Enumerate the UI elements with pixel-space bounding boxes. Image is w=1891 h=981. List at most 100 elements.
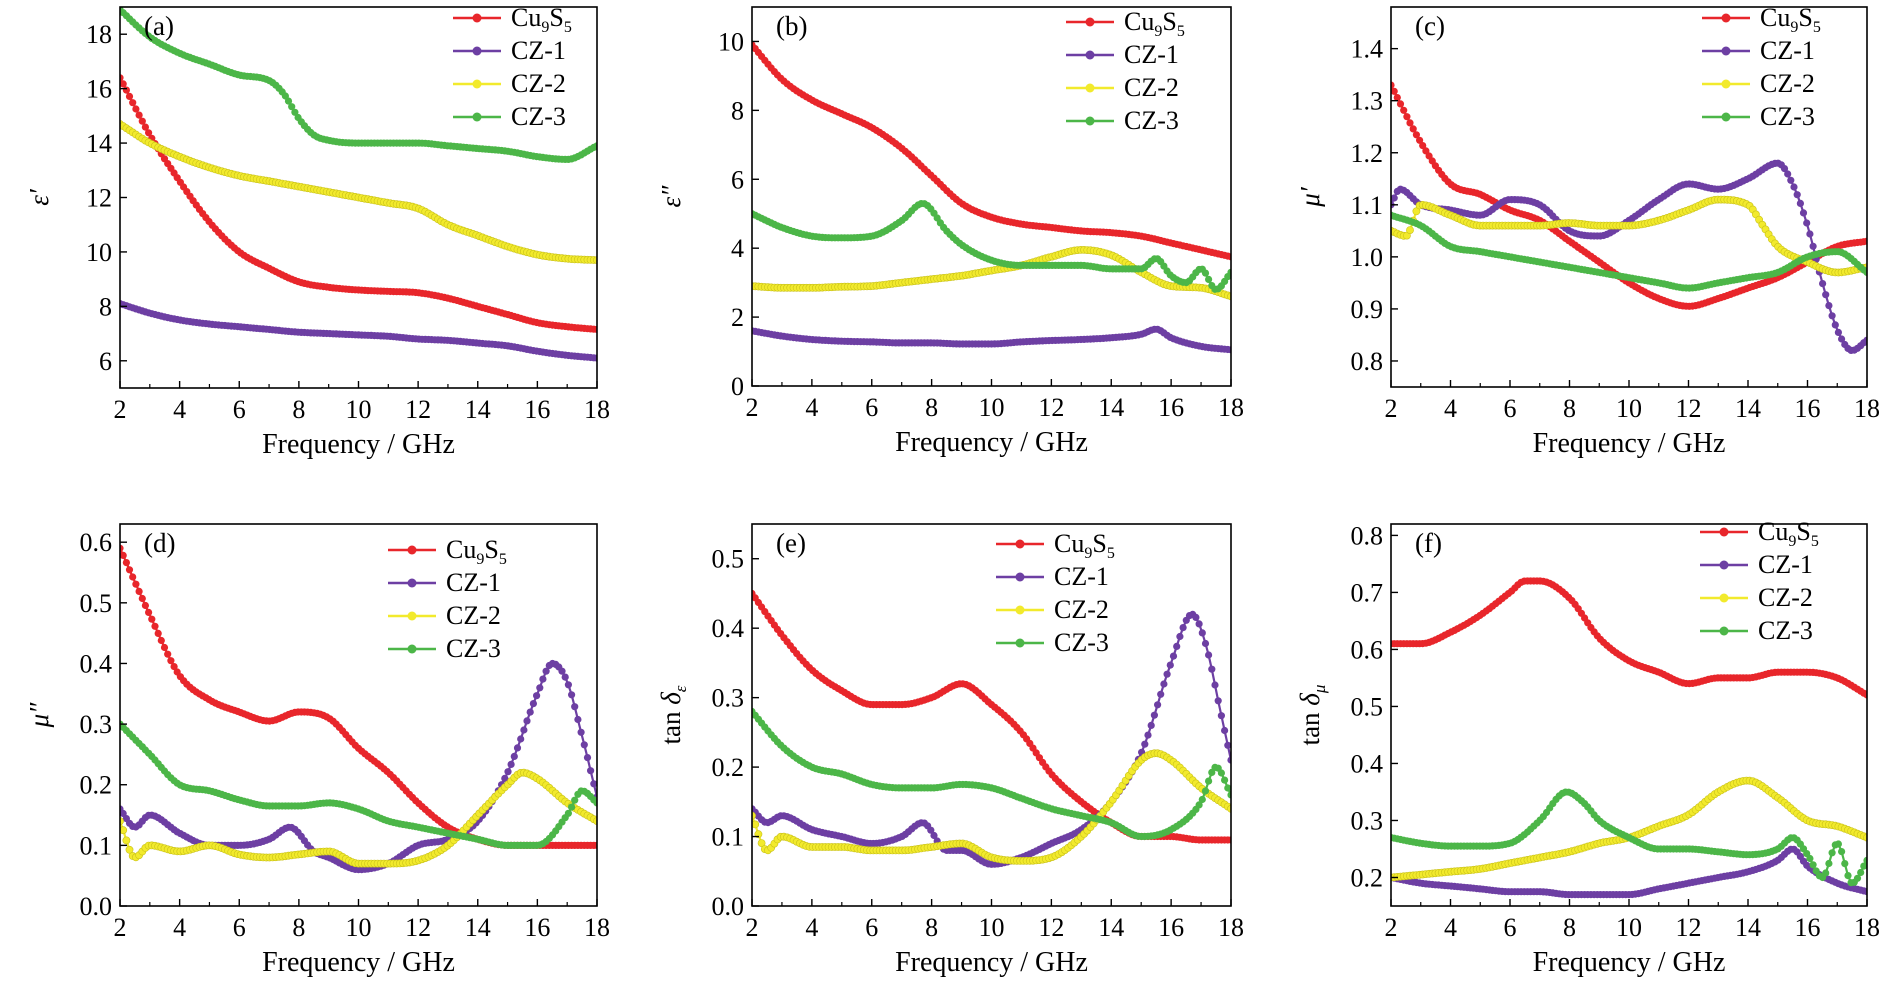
y-tick-label: 0.1: [80, 831, 113, 860]
y-axis-label: tan δμ: [1295, 685, 1329, 746]
data-point: [1809, 242, 1817, 250]
data-point: [1406, 119, 1414, 127]
x-tick-label: 8: [292, 913, 305, 942]
data-point: [135, 111, 143, 119]
data-point: [1227, 253, 1231, 261]
data-point: [1227, 268, 1231, 276]
x-tick-label: 18: [1218, 913, 1244, 942]
legend-item-cz-1: CZ-1: [996, 562, 1109, 591]
legend-label: CZ-3: [511, 102, 566, 131]
legend-item-cz-2: CZ-2: [1702, 69, 1815, 98]
data-point: [593, 841, 597, 849]
data-point: [1412, 131, 1420, 139]
data-point: [1195, 620, 1203, 628]
legend-item-cz-1: CZ-1: [453, 36, 566, 65]
chart-panel-e: 2 4 6 8 10 12 14 16 18 0.0 0.1 0.2 0.3 0.4 0.5 Frequenc…: [656, 523, 1244, 978]
data-point: [132, 105, 140, 113]
legend-label: Cu9S5: [1124, 7, 1185, 40]
legend-marker: [1719, 527, 1729, 537]
panel-label: (e): [776, 528, 806, 558]
series-cu9s5: [1391, 577, 1867, 699]
legend-marker: [472, 13, 482, 23]
data-point: [1217, 712, 1225, 720]
data-point: [1787, 176, 1795, 184]
data-point: [1828, 849, 1836, 857]
y-tick-label: 0.4: [80, 649, 113, 678]
series-cu9s5: [1391, 81, 1867, 310]
legend-label: Cu9S5: [446, 535, 507, 568]
x-axis-label: Frequency / GHz: [1533, 428, 1726, 459]
legend-item-cz-1: CZ-1: [388, 568, 501, 597]
data-point: [1838, 335, 1846, 343]
legend-marker: [1015, 572, 1025, 582]
data-point: [122, 86, 130, 94]
legend-label: Cu9S5: [511, 3, 572, 36]
data-point: [1169, 652, 1178, 660]
y-tick-label: 10: [718, 27, 744, 56]
data-point: [539, 675, 547, 683]
legend-label: CZ-1: [446, 568, 501, 597]
series-cz-2: [1391, 776, 1867, 882]
data-point: [501, 774, 509, 783]
x-tick-label: 4: [1444, 394, 1457, 423]
data-point: [145, 129, 153, 137]
x-tick-label: 4: [805, 913, 818, 942]
series-cz-3: [120, 7, 597, 163]
data-point: [164, 650, 172, 658]
series-cz-3: [1391, 211, 1867, 292]
x-tick-label: 2: [1385, 394, 1398, 423]
data-point: [1834, 840, 1842, 848]
y-tick-label: 0.0: [712, 892, 745, 921]
x-tick-label: 12: [405, 395, 431, 424]
y-tick-label: 0.3: [80, 710, 113, 739]
legend-item-cz-2: CZ-2: [996, 595, 1109, 624]
data-point: [1227, 791, 1231, 799]
y-tick-label: 0.5: [80, 589, 113, 618]
legend-label: CZ-2: [446, 601, 501, 630]
x-tick-label: 16: [1158, 913, 1184, 942]
data-point: [1863, 856, 1867, 864]
x-tick-label: 2: [114, 913, 127, 942]
legend-label: Cu9S5: [1760, 3, 1821, 36]
data-point: [1790, 183, 1798, 191]
data-point: [1806, 230, 1814, 238]
x-tick-label: 4: [173, 395, 186, 424]
legend-item-cu9s5: Cu9S5: [1700, 517, 1819, 550]
series-cz-2: [1391, 195, 1867, 277]
series-cu9s5: [752, 41, 1231, 261]
legend-label: CZ-3: [446, 634, 501, 663]
legend-label: CZ-2: [511, 69, 566, 98]
legend-label: Cu9S5: [1054, 529, 1115, 562]
data-point: [1403, 113, 1411, 121]
data-point: [1217, 769, 1225, 777]
data-point: [536, 684, 544, 692]
legend-marker: [407, 578, 417, 588]
data-point: [593, 142, 597, 150]
x-tick-label: 2: [1385, 913, 1398, 942]
data-point: [170, 663, 178, 671]
data-point: [1822, 869, 1830, 877]
data-point: [141, 123, 149, 131]
data-point: [542, 667, 550, 675]
x-tick-label: 6: [865, 913, 878, 942]
x-tick-label: 8: [1563, 913, 1576, 942]
data-point: [120, 544, 124, 552]
y-tick-label: 16: [86, 75, 112, 104]
data-point: [564, 681, 573, 689]
legend-marker: [1015, 605, 1025, 615]
data-point: [510, 752, 518, 761]
legend-label: CZ-3: [1124, 106, 1179, 135]
y-tick-label: 0.4: [1351, 749, 1384, 778]
y-tick-label: 12: [86, 184, 112, 213]
panel-label: (b): [776, 11, 807, 41]
y-tick-label: 0.6: [1351, 635, 1384, 664]
data-point: [1224, 741, 1231, 749]
legend-item-cu9s5: Cu9S5: [388, 535, 507, 568]
data-point: [1838, 848, 1846, 856]
x-tick-label: 18: [584, 913, 610, 942]
x-tick-label: 10: [346, 913, 372, 942]
legend-marker: [1015, 638, 1025, 648]
data-point: [1841, 860, 1849, 868]
